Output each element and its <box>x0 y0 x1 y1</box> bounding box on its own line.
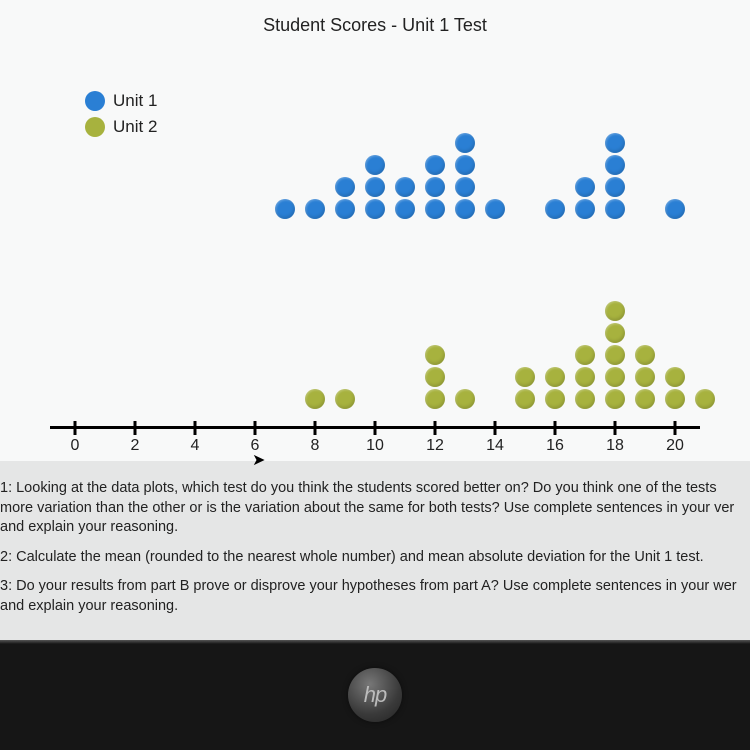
data-dot <box>425 177 445 197</box>
data-dot <box>575 367 595 387</box>
axis-tick <box>314 421 317 435</box>
axis-tick <box>74 421 77 435</box>
question-1: 1: Looking at the data plots, which test… <box>0 479 742 538</box>
hp-logo-icon: hp <box>348 668 402 722</box>
legend-row: Unit 2 <box>85 117 157 137</box>
legend-label: Unit 2 <box>113 117 157 137</box>
axis-tick-label: 14 <box>486 437 504 455</box>
axis-tick <box>194 421 197 435</box>
axis-tick-label: 16 <box>546 437 564 455</box>
axis-tick-label: 18 <box>606 437 624 455</box>
data-dot <box>425 155 445 175</box>
data-dot <box>605 367 625 387</box>
data-dot <box>455 133 475 153</box>
legend-label: Unit 1 <box>113 91 157 111</box>
data-dot <box>485 199 505 219</box>
data-dot <box>365 177 385 197</box>
axis-tick <box>134 421 137 435</box>
question-text-block: 1: Looking at the data plots, which test… <box>0 461 750 634</box>
data-dot <box>545 367 565 387</box>
question-3: 3: Do your results from part B prove or … <box>0 577 742 616</box>
data-dot <box>365 199 385 219</box>
data-dot <box>635 389 655 409</box>
data-dot <box>395 199 415 219</box>
data-dot <box>665 367 685 387</box>
data-dot <box>635 345 655 365</box>
data-dot <box>275 199 295 219</box>
axis-tick <box>554 421 557 435</box>
data-dot <box>605 177 625 197</box>
data-dot <box>455 155 475 175</box>
legend-dot-icon <box>85 91 105 111</box>
data-dot <box>425 199 445 219</box>
axis-tick-label: 8 <box>311 437 320 455</box>
data-dot <box>515 367 535 387</box>
legend-dot-icon <box>85 117 105 137</box>
data-dot <box>425 367 445 387</box>
legend-row: Unit 1 <box>85 91 157 111</box>
data-dot <box>545 199 565 219</box>
data-dot <box>575 389 595 409</box>
axis-tick <box>374 421 377 435</box>
axis-tick <box>674 421 677 435</box>
data-dot <box>305 389 325 409</box>
axis-tick-label: 10 <box>366 437 384 455</box>
data-dot <box>575 177 595 197</box>
data-dot <box>605 345 625 365</box>
axis-tick-label: 0 <box>71 437 80 455</box>
data-dot <box>455 199 475 219</box>
data-dot <box>365 155 385 175</box>
data-dot <box>305 199 325 219</box>
data-dot <box>605 389 625 409</box>
dot-plot: Unit 1Unit 2 02468101214161820 <box>45 61 705 451</box>
chart-title: Student Scores - Unit 1 Test <box>10 15 740 36</box>
axis-tick <box>494 421 497 435</box>
axis-tick <box>254 421 257 435</box>
axis-tick-label: 2 <box>131 437 140 455</box>
axis-tick-label: 20 <box>666 437 684 455</box>
data-dot <box>335 177 355 197</box>
data-dot <box>635 367 655 387</box>
data-dot <box>665 389 685 409</box>
data-dot <box>605 199 625 219</box>
data-dot <box>695 389 715 409</box>
question-2: 2: Calculate the mean (rounded to the ne… <box>0 548 742 568</box>
data-dot <box>455 389 475 409</box>
data-dot <box>425 345 445 365</box>
data-dot <box>605 155 625 175</box>
data-dot <box>335 389 355 409</box>
data-dot <box>545 389 565 409</box>
axis-tick <box>614 421 617 435</box>
chart-panel: Student Scores - Unit 1 Test Unit 1Unit … <box>0 0 750 461</box>
data-dot <box>605 323 625 343</box>
data-dot <box>515 389 535 409</box>
data-dot <box>335 199 355 219</box>
axis-tick-label: 6 <box>251 437 260 455</box>
legend: Unit 1 Unit 2 <box>85 91 157 143</box>
data-dot <box>425 389 445 409</box>
axis-tick <box>434 421 437 435</box>
data-dot <box>605 133 625 153</box>
laptop-bezel: hp <box>0 640 750 750</box>
data-dot <box>455 177 475 197</box>
axis-tick-label: 12 <box>426 437 444 455</box>
data-dot <box>575 345 595 365</box>
data-dot <box>605 301 625 321</box>
data-dot <box>575 199 595 219</box>
axis-tick-label: 4 <box>191 437 200 455</box>
data-dot <box>665 199 685 219</box>
data-dot <box>395 177 415 197</box>
